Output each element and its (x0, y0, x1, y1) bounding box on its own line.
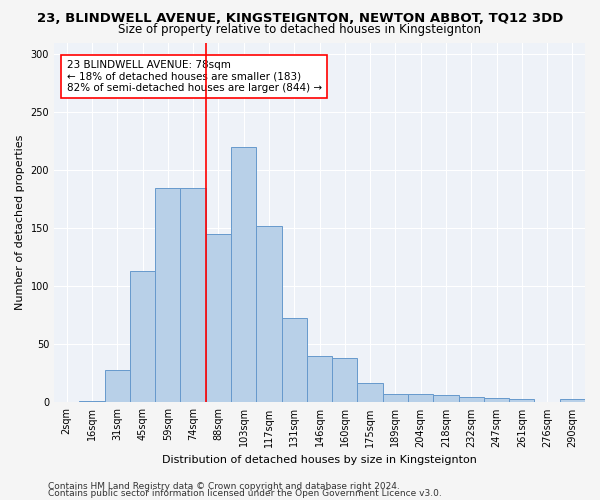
Text: 23 BLINDWELL AVENUE: 78sqm
← 18% of detached houses are smaller (183)
82% of sem: 23 BLINDWELL AVENUE: 78sqm ← 18% of deta… (67, 60, 322, 93)
Bar (358, 382, 383, 402)
Bar (104, 370, 130, 402)
Bar (332, 358, 358, 403)
Text: 23, BLINDWELL AVENUE, KINGSTEIGNTON, NEWTON ABBOT, TQ12 3DD: 23, BLINDWELL AVENUE, KINGSTEIGNTON, NEW… (37, 12, 563, 26)
Text: Contains HM Land Registry data © Crown copyright and database right 2024.: Contains HM Land Registry data © Crown c… (48, 482, 400, 491)
Bar (307, 356, 332, 403)
Text: Contains public sector information licensed under the Open Government Licence v3: Contains public sector information licen… (48, 489, 442, 498)
Bar (408, 394, 433, 402)
Y-axis label: Number of detached properties: Number of detached properties (15, 135, 25, 310)
Bar (256, 226, 281, 402)
Bar (458, 396, 484, 402)
Bar (484, 398, 509, 402)
Bar (130, 271, 155, 402)
Bar (383, 394, 408, 402)
Bar (281, 318, 307, 402)
X-axis label: Distribution of detached houses by size in Kingsteignton: Distribution of detached houses by size … (162, 455, 477, 465)
Bar (206, 234, 231, 402)
Bar (509, 399, 535, 402)
Bar (181, 188, 206, 402)
Bar (560, 399, 585, 402)
Bar (231, 147, 256, 403)
Bar (433, 396, 458, 402)
Bar (155, 188, 181, 402)
Text: Size of property relative to detached houses in Kingsteignton: Size of property relative to detached ho… (119, 22, 482, 36)
